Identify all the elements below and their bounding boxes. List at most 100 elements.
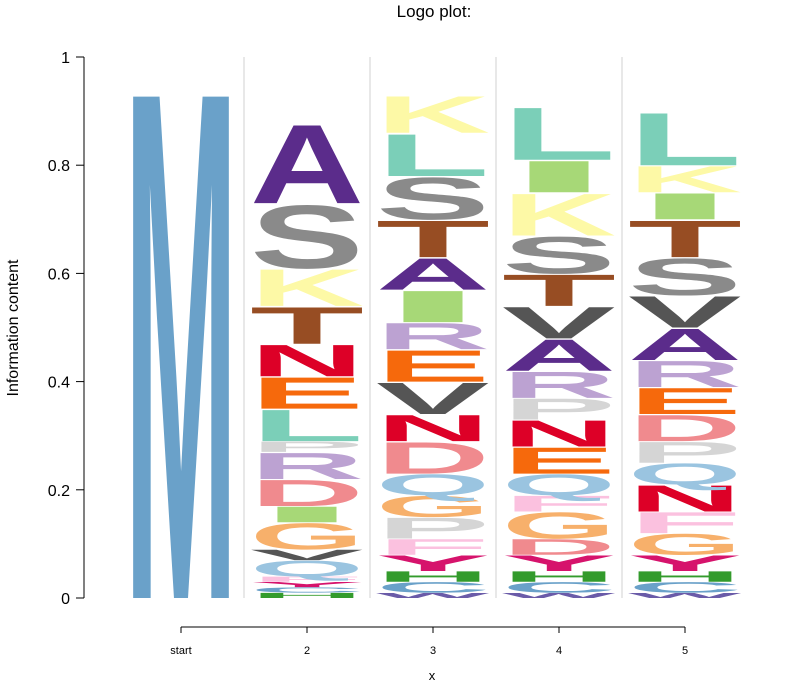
logo-letter-p: P xyxy=(376,512,490,546)
logo-letter-c: C xyxy=(628,579,742,596)
logo-letter-a: A xyxy=(502,330,616,380)
logo-letter-w: W xyxy=(376,591,490,599)
logo-letter-c: C xyxy=(376,579,490,596)
logo-letter-s: S xyxy=(250,186,364,287)
logo-letter-d: D xyxy=(376,433,490,483)
logo-letter-f: F xyxy=(250,575,364,583)
logo-letter-w: W xyxy=(628,591,742,599)
logo-letter-p: P xyxy=(250,438,364,455)
column-dividers xyxy=(243,57,623,598)
logo-letter-g: G xyxy=(376,490,490,524)
logo-letter-y: Y xyxy=(376,551,490,576)
logo-letter-l: L xyxy=(628,98,742,182)
logo-letter-n: N xyxy=(628,478,742,520)
logo-letter-k: K xyxy=(376,85,490,144)
logo-letter-f: F xyxy=(628,506,742,540)
logo-letter-v: V xyxy=(502,298,615,348)
logo-letter-t: T xyxy=(250,297,364,356)
x-axis: start 2 3 4 5 xyxy=(170,626,688,657)
logo-letter-r: R xyxy=(376,315,490,357)
logo-letter-a: A xyxy=(628,319,742,369)
y-tick-label: 0.4 xyxy=(48,375,70,392)
logo-letter-e: E xyxy=(376,341,490,391)
logo-letter-e: E xyxy=(628,380,742,422)
logo-letter-i: I xyxy=(628,185,742,227)
logo-letter-i: I xyxy=(502,151,616,201)
logo-letter-c: C xyxy=(250,586,364,594)
logo-letter-h: H xyxy=(628,568,742,585)
logo-letter-v: V xyxy=(376,373,489,423)
logo-letter-d: D xyxy=(502,534,616,559)
y-tick-label: 0.2 xyxy=(48,483,70,500)
logo-letter-n: N xyxy=(376,407,490,449)
logo-letter-w: W xyxy=(502,591,616,599)
logo-letter-y: Y xyxy=(628,551,742,576)
x-tick-label: 5 xyxy=(682,645,688,657)
logo-letter-p: P xyxy=(628,436,742,470)
logo-letter-f: F xyxy=(502,491,616,516)
logo-letter-h: H xyxy=(376,568,490,585)
logo-letter-f: F xyxy=(376,535,490,560)
logo-letter-l: L xyxy=(250,400,364,450)
logo-letter-t: T xyxy=(376,210,490,269)
logo-letter-m: M xyxy=(124,0,238,700)
x-tick-label: start xyxy=(170,645,191,657)
y-tick-label: 1 xyxy=(61,50,70,67)
logo-letter-g: G xyxy=(250,515,364,557)
x-tick-label: 4 xyxy=(556,645,562,657)
logo-letter-d: D xyxy=(628,407,742,449)
logo-letter-r: R xyxy=(250,445,364,487)
logo-letter-r: R xyxy=(628,353,742,395)
logo-letter-k: K xyxy=(250,258,364,317)
logo-letter-s: S xyxy=(502,226,616,285)
logo-letter-y: Y xyxy=(502,551,616,576)
chart-title: Logo plot: xyxy=(397,2,472,21)
logo-letter-h: H xyxy=(502,568,616,585)
logo-letter-t: T xyxy=(502,265,616,315)
logo-letter-q: Q xyxy=(376,468,490,502)
y-tick-label: 0.6 xyxy=(48,266,70,283)
logo-letter-n: N xyxy=(502,413,616,455)
logo-letter-a: A xyxy=(250,102,364,228)
logo-letter-s: S xyxy=(376,165,490,232)
logo-letter-s: S xyxy=(628,248,742,307)
logo-letter-v: V xyxy=(628,287,741,337)
y-tick-label: 0.8 xyxy=(48,158,70,175)
logo-letter-i: I xyxy=(376,281,490,331)
logo-letter-g: G xyxy=(628,528,742,562)
logo-letter-c: C xyxy=(502,579,616,596)
logo-letter-q: Q xyxy=(502,468,616,502)
logo-letter-h: H xyxy=(250,591,364,599)
logo-letter-t: T xyxy=(628,210,742,269)
logo-letter-k: K xyxy=(502,182,616,249)
y-tick-label: 0 xyxy=(61,591,70,608)
logo-letter-n: N xyxy=(250,335,364,385)
logo-letter-q: Q xyxy=(628,457,742,491)
letter-stacks: M HCYFQVGIDRPLENTKSAWCHYFPGQDNVERIATSLKWC… xyxy=(124,0,742,700)
logo-letter-l: L xyxy=(502,92,616,176)
logo-letter-e: E xyxy=(502,440,616,482)
y-axis-label: Information content xyxy=(5,259,22,397)
logo-letter-g: G xyxy=(502,504,616,546)
x-tick-label: 3 xyxy=(430,645,436,657)
logo-letter-k: K xyxy=(628,159,742,201)
logo-letter-y: Y xyxy=(250,580,364,588)
x-axis-label: x xyxy=(429,668,436,683)
logo-letter-q: Q xyxy=(250,556,364,581)
logo-letter-a: A xyxy=(376,249,490,299)
y-axis: 0 0.2 0.4 0.6 0.8 1 xyxy=(48,50,85,608)
logo-letter-l: L xyxy=(376,122,490,189)
logo-column-start: M xyxy=(124,0,238,700)
logo-letter-e: E xyxy=(250,368,364,418)
x-tick-label: 2 xyxy=(304,645,310,657)
logo-letter-p: P xyxy=(502,393,616,427)
logo-letter-i: I xyxy=(250,502,364,527)
logo-letter-r: R xyxy=(502,364,616,406)
logo-letter-d: D xyxy=(250,472,364,514)
logo-letter-v: V xyxy=(250,547,363,564)
